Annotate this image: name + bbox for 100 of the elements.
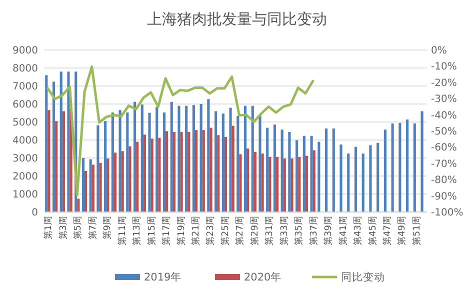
x-tick-label: 第5周 <box>72 216 84 240</box>
bar <box>273 124 276 212</box>
x-tick-label: 第33周 <box>278 216 290 246</box>
y-tick-label: 7000 <box>12 82 38 92</box>
y-tick-label: 0 <box>32 208 38 218</box>
x-tick-label: 第37周 <box>308 216 320 246</box>
bar <box>62 111 65 212</box>
bar <box>236 116 240 212</box>
bar <box>413 123 416 212</box>
bar <box>324 128 328 212</box>
bar <box>251 106 254 212</box>
y-tick-label: 5000 <box>12 118 38 128</box>
x-tick-label: 第3周 <box>58 216 69 240</box>
bar <box>261 154 264 212</box>
bar <box>217 135 220 212</box>
x-tick-label: 第29周 <box>249 216 260 246</box>
bar <box>420 111 424 212</box>
bar <box>166 131 168 212</box>
bar <box>140 104 144 212</box>
bar <box>162 112 166 212</box>
bar <box>67 72 70 212</box>
x-tick-label: 第15周 <box>146 216 158 246</box>
y-tick-label: 8000 <box>12 64 38 74</box>
bar <box>52 82 56 212</box>
bar <box>229 108 232 212</box>
bar <box>354 146 358 212</box>
bar <box>118 110 122 212</box>
bar <box>92 164 94 212</box>
bar <box>298 156 301 212</box>
bar <box>45 75 48 212</box>
y2-tick-label: -30% <box>431 94 457 106</box>
bar <box>84 170 88 212</box>
x-tick-label: 第51周 <box>411 216 422 246</box>
bar <box>48 110 50 212</box>
x-tick-label: 第13周 <box>132 216 143 246</box>
y-tick-label: 9000 <box>12 46 38 56</box>
x-tick-label: 第45周 <box>367 216 378 246</box>
bar <box>121 151 124 212</box>
bar <box>96 125 100 212</box>
bar <box>114 152 117 212</box>
bar <box>133 102 136 212</box>
bar <box>207 99 210 212</box>
bar <box>202 130 205 212</box>
bar <box>276 156 279 212</box>
x-tick-label: 第49周 <box>396 216 408 246</box>
bar <box>172 132 176 212</box>
bar <box>224 136 228 212</box>
bar <box>82 158 85 212</box>
y-tick-label: 6000 <box>12 100 38 110</box>
bar <box>398 122 402 212</box>
bar <box>128 146 132 212</box>
y2-tick-label: 0% <box>431 46 447 56</box>
y-tick-label: 1000 <box>12 190 38 200</box>
bar <box>347 154 350 212</box>
bar <box>288 132 291 212</box>
bar <box>156 106 158 212</box>
bar <box>99 162 102 212</box>
bar <box>178 106 180 212</box>
bar <box>340 144 342 212</box>
bar <box>244 106 247 212</box>
y2-tick-label: -40% <box>431 110 457 122</box>
chart-title: 上海猪肉批发量与同比变动 <box>147 10 327 28</box>
x-tick-label: 第31周 <box>264 216 276 246</box>
x-tick-label: 第21周 <box>190 216 202 246</box>
bar <box>268 156 272 212</box>
bar <box>254 152 256 212</box>
y-tick-label: 4000 <box>12 136 38 146</box>
bar <box>148 112 151 212</box>
bar <box>111 112 114 212</box>
bar <box>126 112 129 212</box>
bar <box>77 198 80 212</box>
bar <box>384 130 386 212</box>
bar <box>332 128 335 212</box>
x-tick-label: 第47周 <box>382 216 393 246</box>
bar <box>239 154 242 212</box>
bar <box>60 72 62 212</box>
legend-label: 2019年 <box>144 272 182 284</box>
bar <box>194 130 198 212</box>
bar <box>246 148 250 212</box>
bar <box>266 128 269 212</box>
x-tick-label: 第25周 <box>220 216 231 246</box>
y2-tick-label: -20% <box>431 78 457 89</box>
line-series <box>46 65 314 197</box>
bar <box>391 123 394 212</box>
legend-label: 同比变动 <box>341 270 385 284</box>
x-tick-label: 第27周 <box>234 216 246 246</box>
y-tick-label: 2000 <box>12 172 38 182</box>
y2-tick-label: -10% <box>431 62 457 73</box>
y2-tick-label: -70% <box>431 158 457 170</box>
bar <box>104 121 107 212</box>
y2-tick-label: -90% <box>431 191 457 202</box>
y2-tick-label: -80% <box>431 175 457 186</box>
x-tick-label: 第9周 <box>102 216 114 240</box>
bar <box>185 106 188 212</box>
bar <box>232 126 234 212</box>
x-tick-label: 第23周 <box>205 216 216 246</box>
x-tick-label: 第43周 <box>352 216 364 246</box>
x-tick-label: 第39周 <box>323 216 334 246</box>
bar <box>318 142 320 212</box>
bar <box>376 142 380 212</box>
